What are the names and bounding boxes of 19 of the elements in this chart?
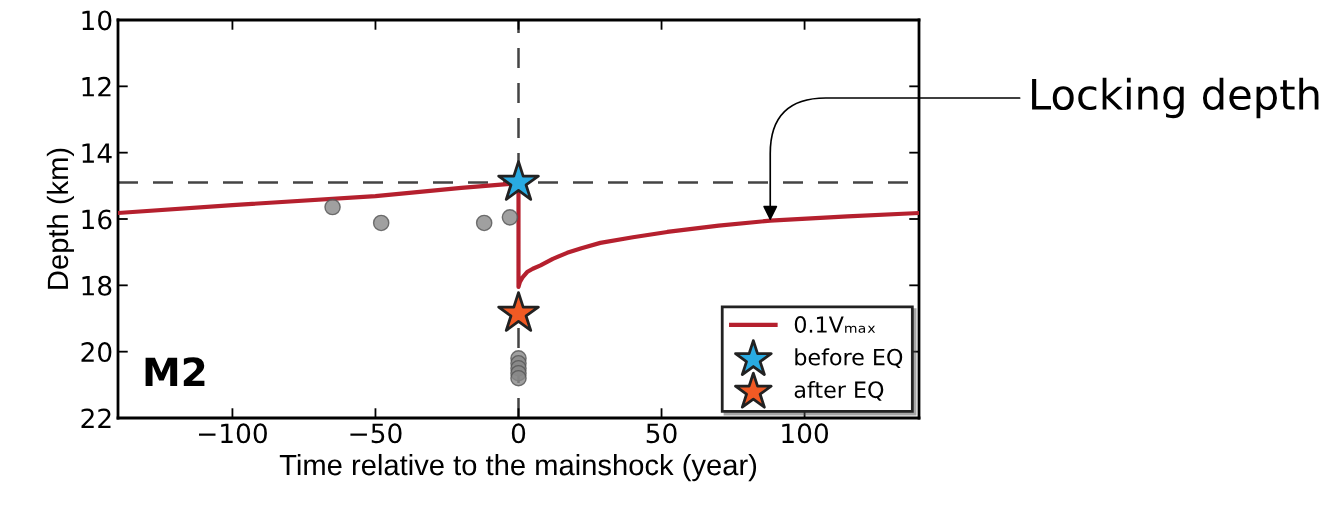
- x-tick-label: 100: [782, 423, 828, 444]
- x-tick-label: −100: [198, 423, 267, 444]
- y-tick-label: 22: [81, 408, 111, 429]
- legend-label: after EQ: [794, 380, 884, 401]
- x-tick-label: 50: [646, 423, 677, 444]
- x-axis-title: Time relative to the mainshock (year): [279, 453, 757, 482]
- x-tick-label: −50: [350, 423, 402, 444]
- y-tick-label: 14: [82, 143, 112, 163]
- annotation: Locking depth: [1032, 77, 1319, 119]
- y-tick-label: 16: [82, 209, 112, 230]
- x-tick-label: 0: [511, 423, 526, 444]
- annotation: M2: [145, 357, 205, 387]
- legend-label: before EQ: [795, 348, 903, 369]
- y-tick-label: 20: [81, 342, 112, 363]
- y-tick-label: 18: [82, 275, 112, 296]
- y-axis-title: Depth (km): [46, 148, 74, 289]
- legend-label: 0.1Vₘₐₓ: [794, 316, 876, 333]
- y-tick-label: 10: [82, 10, 112, 31]
- y-tick-label: 12: [82, 76, 111, 97]
